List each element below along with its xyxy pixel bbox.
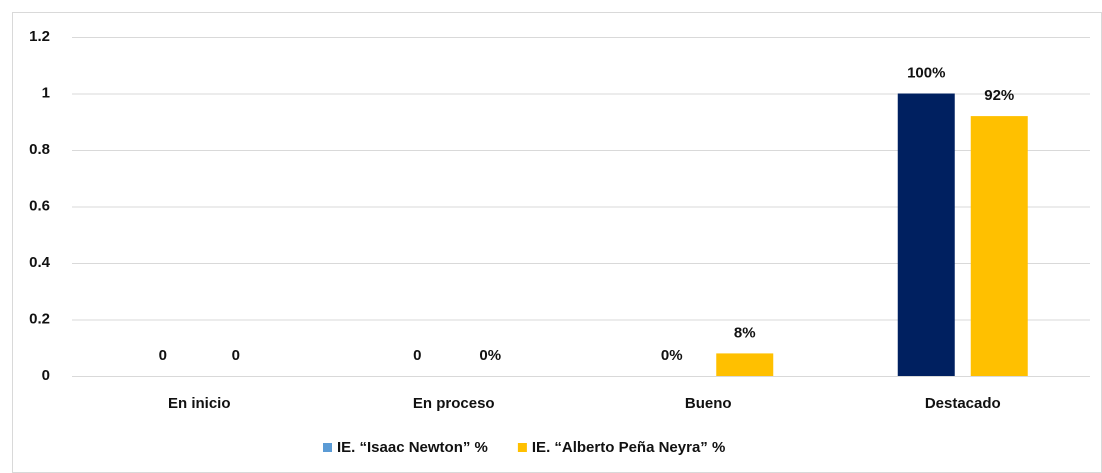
y-tick-label: 0 <box>42 367 50 384</box>
legend-swatch <box>323 443 332 452</box>
value-label: 0% <box>479 347 501 364</box>
value-label: 0 <box>159 347 167 364</box>
value-label: 100% <box>907 64 945 81</box>
x-tick-label: Bueno <box>685 395 732 412</box>
value-label: 0 <box>232 347 240 364</box>
y-tick-label: 0.8 <box>29 141 50 158</box>
value-label: 8% <box>734 324 756 341</box>
bar <box>970 116 1028 376</box>
legend-swatch <box>517 443 527 452</box>
value-label: 92% <box>984 87 1014 104</box>
x-tick-label: En inicio <box>168 395 231 412</box>
legend-label: IE. “Isaac Newton” % <box>337 439 488 456</box>
value-label: 0% <box>661 347 683 364</box>
x-tick-label: Destacado <box>925 395 1001 412</box>
y-tick-label: 0.6 <box>29 197 50 214</box>
value-label: 0 <box>413 347 421 364</box>
y-tick-label: 1.2 <box>29 28 50 45</box>
x-tick-label: En proceso <box>413 395 495 412</box>
legend-label: IE. “Alberto Peña Neyra” % <box>532 439 725 456</box>
bar <box>716 353 774 376</box>
y-tick-label: 0.2 <box>29 310 50 327</box>
y-tick-label: 0.4 <box>29 254 51 271</box>
y-tick-label: 1 <box>42 84 50 101</box>
bar <box>897 93 955 376</box>
